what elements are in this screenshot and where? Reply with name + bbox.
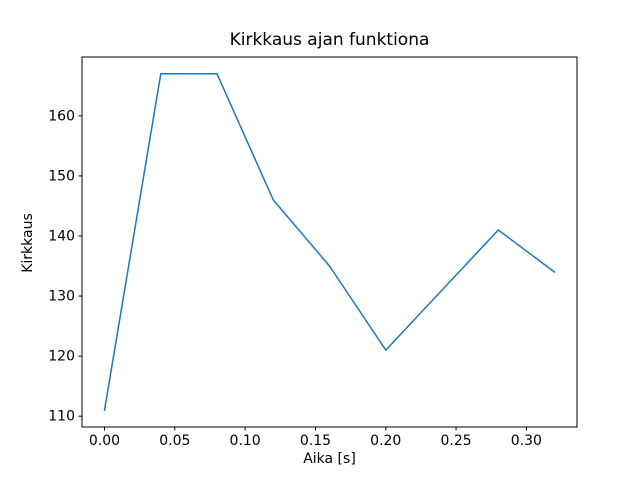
y-tick-label: 120 [48,349,75,365]
x-tick-label: 0.00 [89,433,120,449]
plot-border [81,56,578,428]
y-tick-label: 130 [48,289,75,305]
x-tick-label: 0.15 [300,433,331,449]
x-tick-label: 0.30 [511,433,542,449]
x-tick-label: 0.20 [370,433,401,449]
y-tick-label: 150 [48,168,75,184]
y-tick-label: 110 [48,409,75,425]
data-series-line [103,73,556,411]
chart-title: Kirkkaus ajan funktiona [229,30,430,50]
x-axis-label: Aika [s] [303,451,356,467]
y-tick-label: 140 [48,228,75,244]
y-tick-label: 160 [48,108,75,124]
x-tick-label: 0.10 [230,433,261,449]
x-tick-label: 0.05 [159,433,190,449]
x-tick-label: 0.25 [440,433,471,449]
